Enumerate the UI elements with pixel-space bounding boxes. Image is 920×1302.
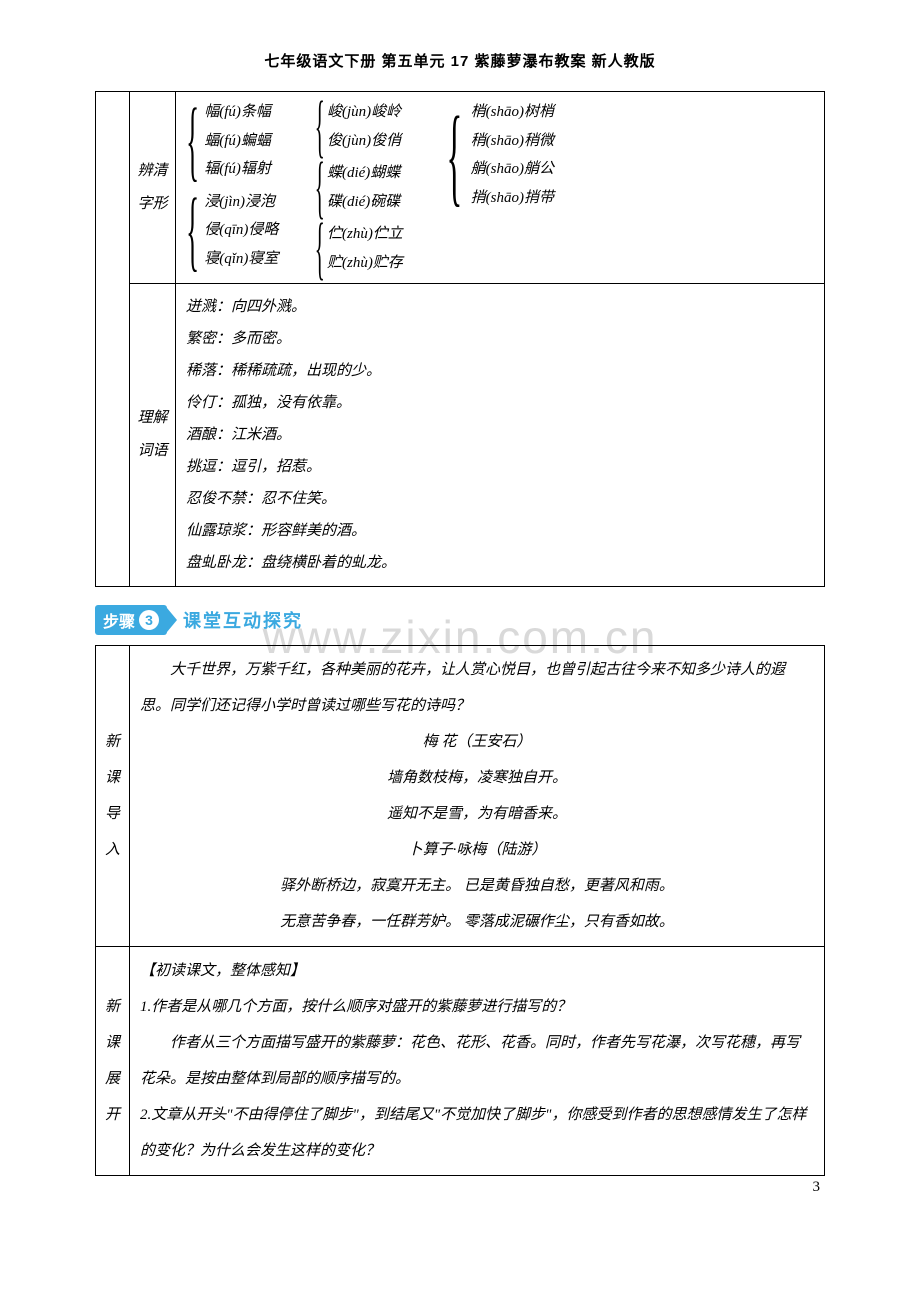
table-row: 新课导入 大千世界，万紫千红，各种美丽的花卉，让人赏心悦目，也曾引起古往今来不知… (96, 646, 825, 947)
table-row: 辨清 字形 { 幅(fú)条幅 蝠(fú)蝙蝠 辐(fú)辐射 (96, 92, 825, 284)
table-row: 新课展开 【初读课文，整体感知】 1.作者是从哪几个方面，按什么顺序对盛开的紫藤… (96, 947, 825, 1176)
table-row: 理解 词语 迸溅：向四外溅。 繁密：多而密。 稀落：稀稀疏疏，出现的少。 伶仃：… (96, 284, 825, 587)
row-label: 辨清 字形 (130, 92, 176, 284)
expand-cell: 【初读课文，整体感知】 1.作者是从哪几个方面，按什么顺序对盛开的紫藤萝进行描写… (130, 947, 825, 1176)
page-header: 七年级语文下册 第五单元 17 紫藤萝瀑布教案 新人教版 (95, 50, 825, 71)
intro-cell: 大千世界，万紫千红，各种美丽的花卉，让人赏心悦目，也曾引起古往今来不知多少诗人的… (130, 646, 825, 947)
row-label: 新课展开 (96, 947, 130, 1176)
row-label: 理解 词语 (130, 284, 176, 587)
section-header: 步骤 3 课堂互动探究 (95, 605, 825, 635)
step-badge: 步骤 3 (95, 605, 167, 635)
char-forms-cell: { 幅(fú)条幅 蝠(fú)蝙蝠 辐(fú)辐射 { 浸(j (176, 92, 825, 284)
row-label: 新课导入 (96, 646, 130, 947)
definitions-cell: 迸溅：向四外溅。 繁密：多而密。 稀落：稀稀疏疏，出现的少。 伶仃：孤独，没有依… (176, 284, 825, 587)
page-number: 3 (813, 1179, 821, 1196)
vocab-table: 辨清 字形 { 幅(fú)条幅 蝠(fú)蝙蝠 辐(fú)辐射 (95, 91, 825, 587)
step-title: 课堂互动探究 (183, 607, 303, 633)
arrow-icon (167, 608, 177, 632)
blank-cell (96, 92, 130, 587)
step-number-icon: 3 (139, 610, 159, 630)
lesson-table: 新课导入 大千世界，万紫千红，各种美丽的花卉，让人赏心悦目，也曾引起古往今来不知… (95, 645, 825, 1176)
